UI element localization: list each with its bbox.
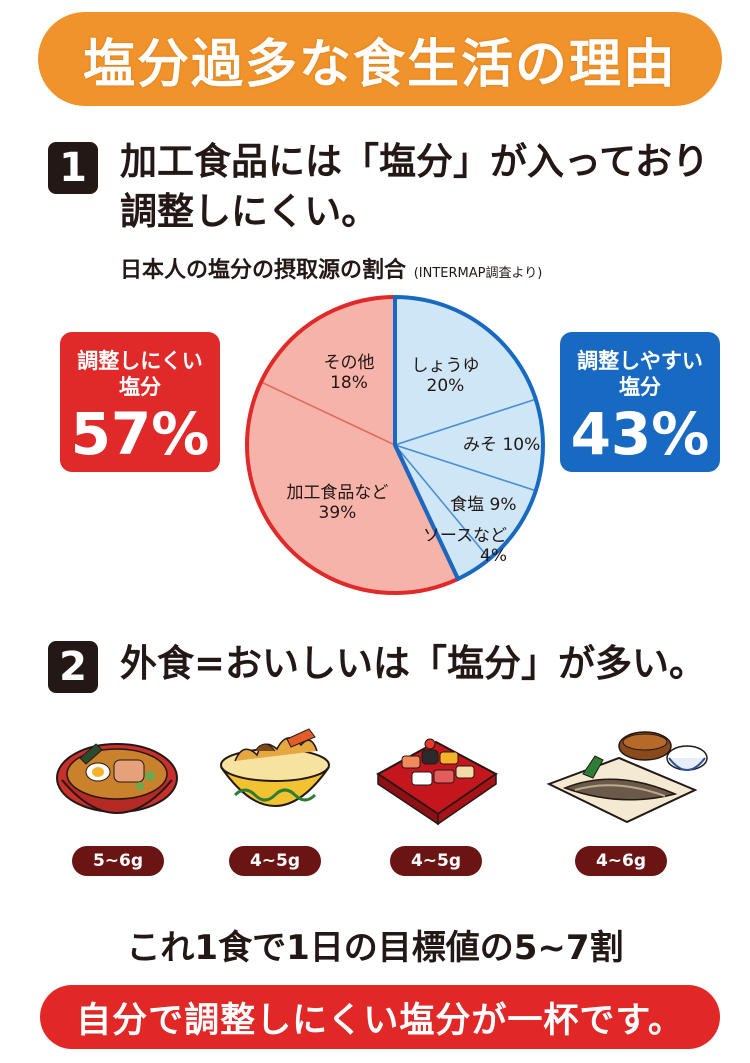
section2-heading: 外食=おいしいは「塩分」が多い。 [120,642,707,685]
sushi-icon [372,722,500,830]
summary-text: これ1食で1日の目標値の5~7割 [126,928,624,968]
pie-labels: しょうゆ 20% みそ 10% 食塩 9% ソースなど 4% 加工食品など 39% その他 18% [240,290,550,600]
salt-tag-tendon: 4~5g [229,846,321,876]
salt-source-pie-chart [245,295,545,595]
pie-label-5: その他 18% [323,352,375,393]
section2-number-badge: 2 [48,641,98,693]
section1-number-badge: 1 [48,142,98,194]
footer-text: 自分で調整しにくい塩分が一杯です。 [76,1000,684,1041]
salt-tag-fish-set: 4~6g [575,846,667,876]
pie-label-1: みそ 10% [463,435,541,455]
pie-label-4: 加工食品など 39% [286,482,389,523]
easy-box-line2: 塩分 [619,375,661,399]
easy-box-label: 調整しやすい 塩分 [560,332,720,400]
hard-box-line2: 塩分 [119,375,161,399]
pie-caption-main: 日本人の塩分の摂取源の割合 [120,258,407,283]
pie-label-2: 食塩 9% [450,494,517,515]
hard-box-label: 調整しにくい 塩分 [60,332,220,400]
footer-banner: 自分で調整しにくい塩分が一杯です。 [40,985,720,1049]
hard-to-adjust-box: 調整しにくい 塩分 57% [60,332,220,472]
hard-group-outline [245,295,461,595]
section1-heading-line1: 加工食品には「塩分」が入っており [120,140,710,183]
pie-caption-source: (INTERMAP調査より) [413,266,543,281]
page-title: 塩分過多な食生活の理由 [82,34,677,95]
hard-box-line1: 調整しにくい [77,349,203,373]
easy-box-line1: 調整しやすい [577,349,703,373]
salt-tag-sushi: 4~5g [390,846,482,876]
tendon-icon [215,725,335,833]
section1-heading-line2: 調整しにくい。 [120,190,379,233]
easy-box-percent: 43% [570,400,710,468]
easy-to-adjust-box: 調整しやすい 塩分 43% [560,332,720,472]
pie-caption: 日本人の塩分の摂取源の割合 (INTERMAP調査より) [120,252,542,284]
grilled-fish-set-icon [545,712,710,830]
ramen-icon [52,728,182,833]
salt-tag-ramen: 5~6g [72,846,164,876]
pie-label-0: しょうゆ 20% [411,355,480,396]
easy-group-outline [393,295,545,581]
pie-label-3: ソースなど 4% [422,526,507,567]
hard-box-percent: 57% [70,400,210,468]
header-banner: 塩分過多な食生活の理由 [38,12,722,106]
